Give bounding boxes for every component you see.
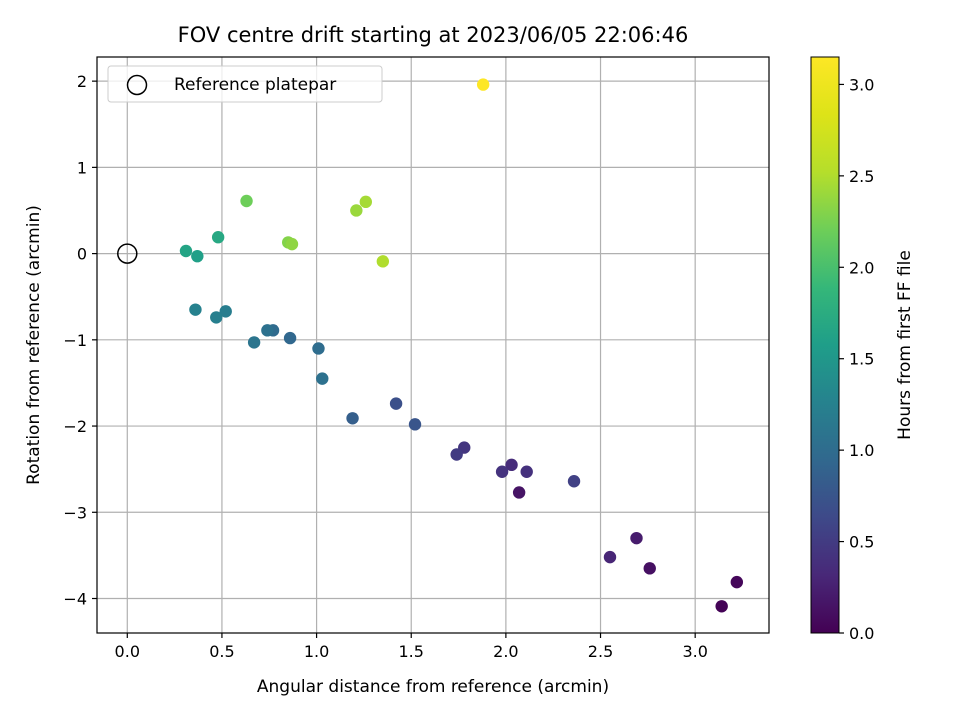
scatter-point	[285, 237, 299, 251]
colorbar-tick-label: 1.5	[849, 350, 874, 369]
scatter-point	[450, 448, 463, 461]
scatter-point	[567, 475, 581, 488]
y-tick-label: 0	[77, 245, 87, 264]
y-axis-label: Rotation from reference (arcmin)	[24, 205, 44, 485]
colorbar-tick-label: 2.5	[849, 167, 874, 186]
colorbar-gradient	[810, 56, 840, 634]
legend-open-circle-marker	[126, 74, 148, 96]
scatter-point	[316, 372, 329, 385]
y-tick-label: −2	[63, 417, 87, 436]
colorbar-tick-label: 3.0	[849, 75, 874, 94]
x-axis-label: Angular distance from reference (arcmin)	[257, 677, 609, 697]
x-axis-ticks: 0.0 0.5 1.0 1.5 2.0 2.5 3.0	[115, 633, 708, 661]
colorbar-label: Hours from first FF file	[895, 250, 915, 440]
scatter-point	[520, 465, 533, 478]
x-tick-label: 3.0	[682, 642, 707, 661]
colorbar: 0.0 0.5 1.0 1.5 2.0 2.5 3.0 Hours from first F…	[810, 56, 915, 643]
scatter-point	[211, 231, 225, 244]
scatter-point	[312, 342, 325, 355]
scatter-points	[179, 78, 744, 613]
x-tick-label: 1.5	[399, 642, 424, 661]
legend-label: Reference platepar	[174, 75, 336, 95]
scatter-point	[283, 331, 297, 345]
y-axis-ticks: 2 1 0 −1 −2 −3 −4	[63, 72, 97, 609]
scatter-point	[603, 550, 617, 564]
colorbar-tick-label: 1.0	[849, 441, 874, 460]
scatter-point	[630, 531, 643, 545]
scatter-point	[261, 324, 274, 337]
plot-frame	[96, 56, 770, 634]
y-tick-label: −3	[63, 503, 87, 522]
scatter-point	[715, 600, 728, 613]
y-tick-label: 2	[77, 72, 87, 91]
scatter-point	[350, 204, 363, 217]
scatter-point	[376, 255, 390, 268]
scatter-point	[408, 418, 422, 431]
scatter-point	[512, 486, 526, 499]
reference-marker-group	[117, 243, 138, 264]
colorbar-tick-label: 0.5	[849, 533, 874, 552]
scatter-point	[247, 336, 261, 349]
colorbar-tick-label: 2.0	[849, 258, 874, 277]
chart-title: FOV centre drift starting at 2023/06/05 …	[178, 23, 689, 47]
scatter-point	[359, 195, 372, 209]
scatter-point	[210, 311, 223, 324]
legend-box	[107, 65, 383, 103]
scatter-point	[219, 305, 232, 318]
x-tick-label: 1.0	[304, 642, 329, 661]
y-tick-label: 1	[77, 158, 87, 177]
legend: Reference platepar	[107, 65, 383, 103]
x-tick-label: 0.5	[209, 642, 234, 661]
scatter-point	[389, 397, 403, 410]
x-tick-label: 0.0	[115, 642, 140, 661]
colorbar-ticks: 0.0 0.5 1.0 1.5 2.0 2.5 3.0	[839, 75, 874, 643]
x-tick-label: 2.5	[588, 642, 613, 661]
colorbar-tick-label: 0.0	[849, 624, 874, 643]
scatter-point	[179, 244, 193, 258]
reference-platepar-marker	[117, 243, 138, 264]
scatter-point	[189, 303, 202, 316]
scatter-point	[346, 412, 359, 425]
scatter-point	[476, 78, 490, 91]
scatter-point	[643, 562, 656, 575]
y-tick-label: −1	[63, 331, 87, 350]
scatter-point	[730, 575, 744, 589]
scatter-point	[240, 194, 253, 208]
y-tick-label: −4	[63, 590, 87, 609]
scatter-point	[505, 458, 518, 472]
scatter-point	[191, 249, 204, 263]
x-tick-label: 2.0	[493, 642, 518, 661]
scatter-point	[495, 465, 509, 478]
